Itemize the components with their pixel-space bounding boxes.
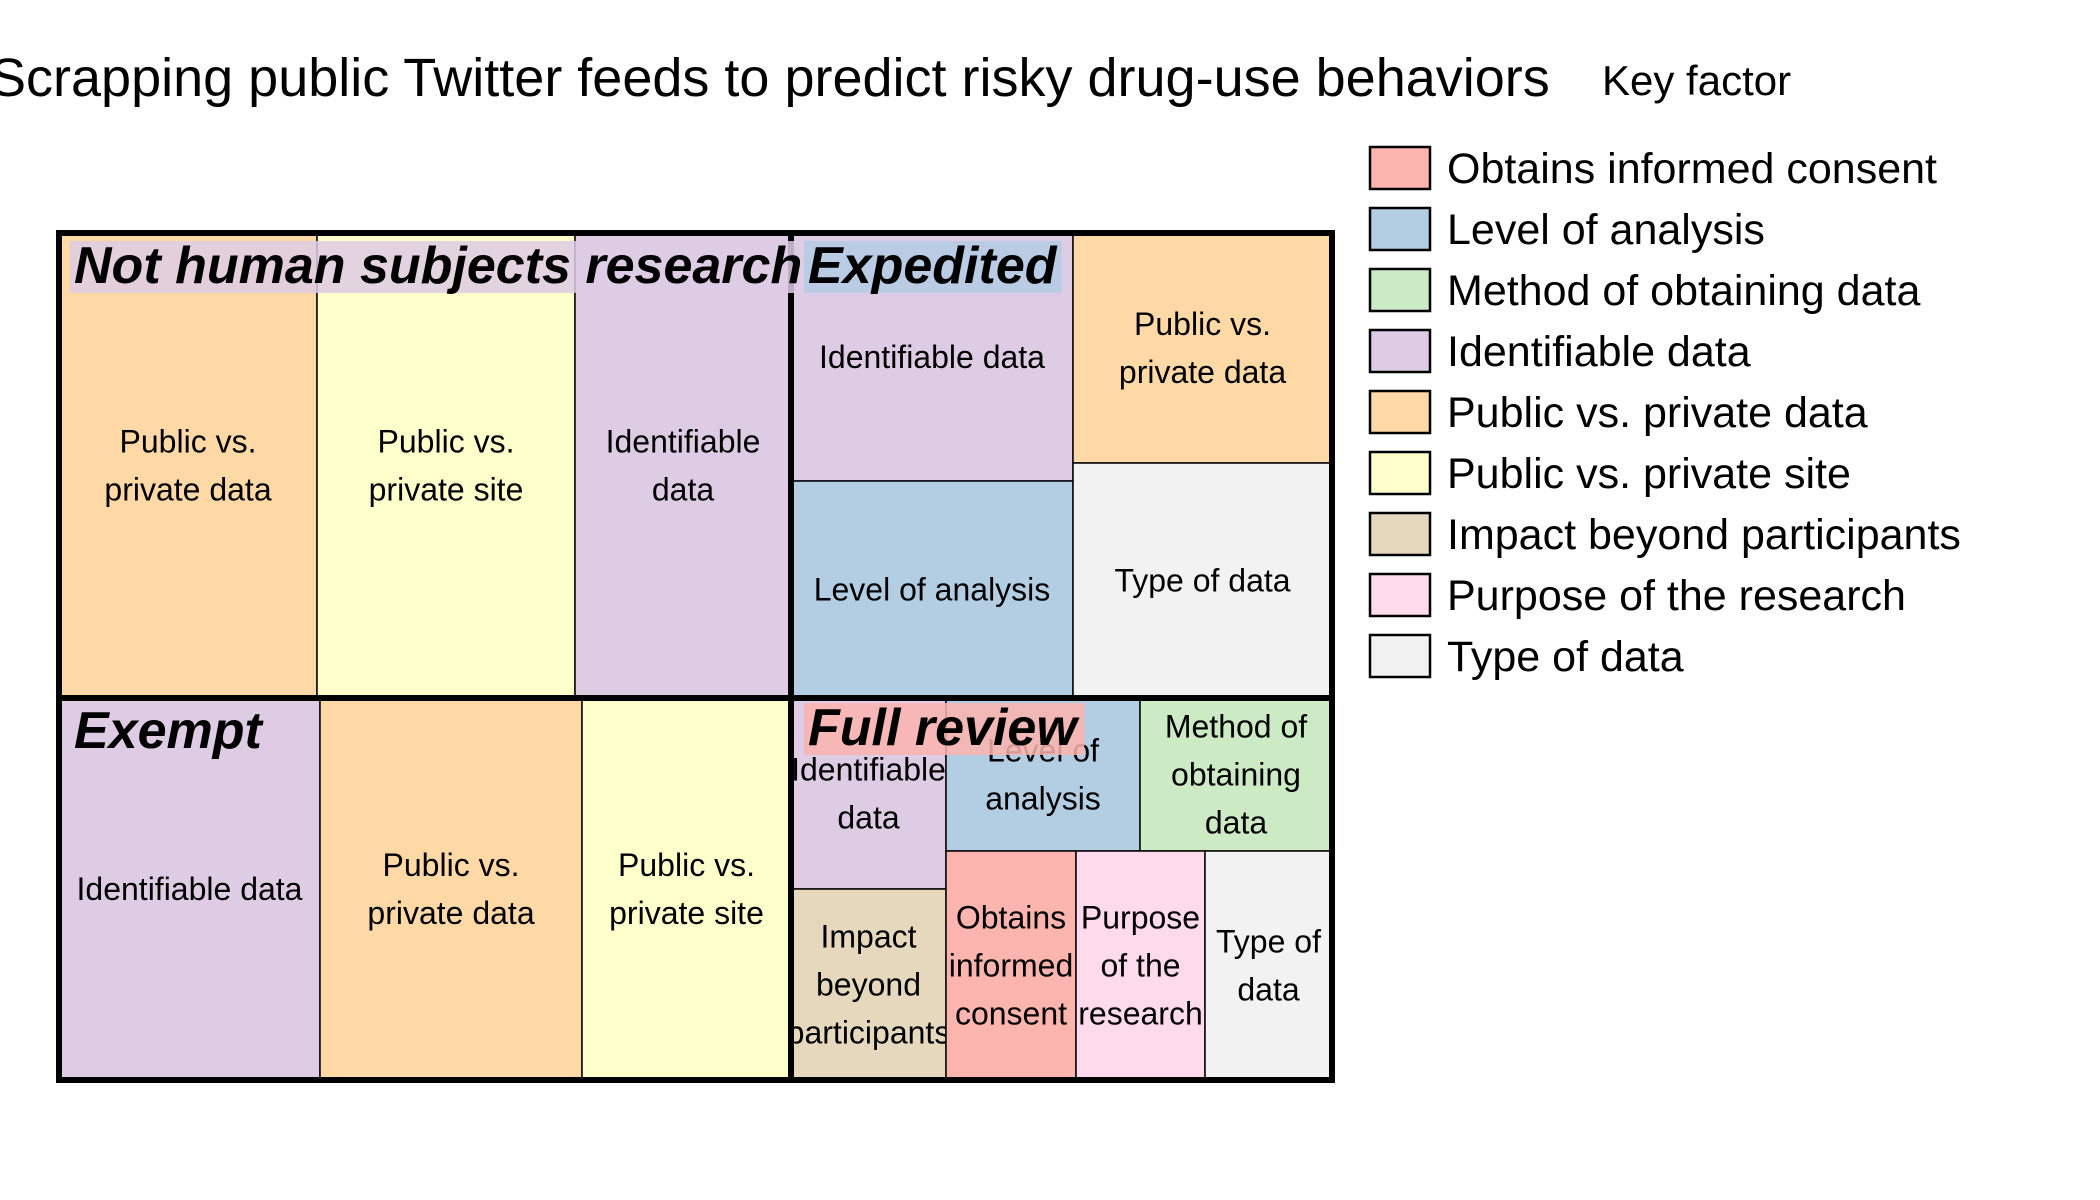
legend-item-level-of-analysis: Level of analysis [1368,206,1765,254]
legend-swatch [1368,633,1432,679]
cell-full-review-impact-beyond-participants: Impact beyond participants [787,888,951,1081]
group-label-not-human-subjects-research: Not human subjects research [70,237,807,295]
cell-rect [1072,462,1333,699]
cell-rect [319,697,583,1081]
cell-label: Public vs. private data [1119,306,1286,390]
cell-label: Public vs. private data [104,424,271,508]
legend-items: Obtains informed consent Level of analysi… [1368,145,1961,681]
cell-exempt-identifiable-data: Identifiable data [58,697,321,1081]
cell-label: Identifiable data [791,752,946,836]
cell-not-human-subjects-research-identifiable-data: Identifiable data [574,232,792,699]
group-label-exempt: Exempt [70,702,269,760]
legend-item-obtains-informed-consent: Obtains informed consent [1368,145,1937,193]
cell-label: Type of data [1216,924,1321,1008]
cell-label: Purpose of the research [1078,900,1203,1032]
cell-label: Identifiable data [819,339,1045,375]
cell-rect [58,697,321,1081]
legend-label: Public vs. private site [1447,450,1851,498]
cell-not-human-subjects-research-public-vs-private-data: Public vs. private data [58,232,318,699]
legend-swatch [1368,389,1432,435]
legend-item-method-of-obtaining-data: Method of obtaining data [1368,267,1920,315]
legend-label: Level of analysis [1447,206,1765,254]
legend-swatch [1368,206,1432,252]
cell-label: Identifiable data [606,424,761,508]
cell-expedited-type-of-data: Type of data [1072,462,1333,699]
legend-title: Key factor [1602,57,1791,104]
cell-label: Level of analysis [814,572,1051,608]
group-label-text: Full review [808,699,1080,757]
cell-rect [1204,850,1333,1081]
legend-item-purpose-of-the-research: Purpose of the research [1368,572,1906,620]
cell-rect [58,232,318,699]
cell-rect [790,888,947,1081]
group-label-full-review: Full review [804,699,1085,757]
group-label-highlight [804,703,1085,755]
cell-label: Public vs. private data [367,847,534,931]
group-label-expedited: Expedited [804,237,1062,295]
treemap-cells: Public vs. private data Public vs. private … [58,232,1333,1081]
group-borders [56,230,1335,1083]
legend-label: Purpose of the research [1447,572,1906,620]
cell-rect [574,232,792,699]
chart-title: Scrapping public Twitter feeds to predic… [0,48,1550,108]
legend: Key factor Obtains informed consent Level… [1368,57,1961,681]
legend-label: Impact beyond participants [1447,511,1961,559]
legend-label: Type of data [1447,633,1684,681]
legend-label: Identifiable data [1447,328,1751,376]
group-border-full-review [788,695,1335,1083]
cell-exempt-public-vs-private-data: Public vs. private data [319,697,583,1081]
cell-expedited-level-of-analysis: Level of analysis [790,480,1074,699]
cell-label: Identifiable data [77,871,303,907]
legend-label: Obtains informed consent [1447,145,1937,193]
cell-label: Obtains informed consent [949,900,1074,1032]
cell-label: Public vs. private site [369,424,524,508]
cell-label: Impact beyond participants [787,919,951,1051]
cell-rect [945,850,1077,1081]
legend-item-public-vs-private-data: Public vs. private data [1368,389,1868,437]
cell-rect [581,697,792,1081]
group-labels: Not human subjects research Expedited Exem… [70,237,1085,760]
cell-rect [1075,850,1206,1081]
group-label-highlight [70,706,269,758]
cell-rect [316,232,576,699]
cell-label: Method of obtaining data [1165,709,1307,841]
cell-not-human-subjects-research-public-vs-private-site: Public vs. private site [316,232,576,699]
legend-item-impact-beyond-participants: Impact beyond participants [1368,511,1961,559]
group-label-highlight [804,241,1062,293]
cell-label: Type of data [1114,563,1290,599]
cell-full-review-purpose-of-the-research: Purpose of the research [1075,850,1206,1081]
cell-exempt-public-vs-private-site: Public vs. private site [581,697,792,1081]
legend-item-identifiable-data: Identifiable data [1368,328,1751,376]
legend-item-type-of-data: Type of data [1368,633,1684,681]
legend-swatch [1368,328,1432,374]
cell-rect [1072,232,1333,464]
group-label-text: Expedited [808,237,1058,295]
group-label-highlight [70,241,807,293]
cell-full-review-method-of-obtaining-data: Method of obtaining data [1139,697,1333,852]
legend-swatch [1368,267,1432,313]
legend-label: Public vs. private data [1447,389,1868,437]
cell-rect [790,480,1074,699]
group-label-text: Exempt [74,702,265,760]
cell-full-review-type-of-data: Type of data [1204,850,1333,1081]
cell-full-review-obtains-informed-consent: Obtains informed consent [945,850,1077,1081]
legend-swatch [1368,511,1432,557]
group-label-text: Not human subjects research [74,237,802,295]
legend-swatch [1368,572,1432,618]
cell-expedited-public-vs-private-data: Public vs. private data [1072,232,1333,464]
legend-item-public-vs-private-site: Public vs. private site [1368,450,1851,498]
legend-swatch [1368,450,1432,496]
legend-swatch [1368,145,1432,191]
cell-label: Public vs. private site [609,847,764,931]
legend-label: Method of obtaining data [1447,267,1920,315]
